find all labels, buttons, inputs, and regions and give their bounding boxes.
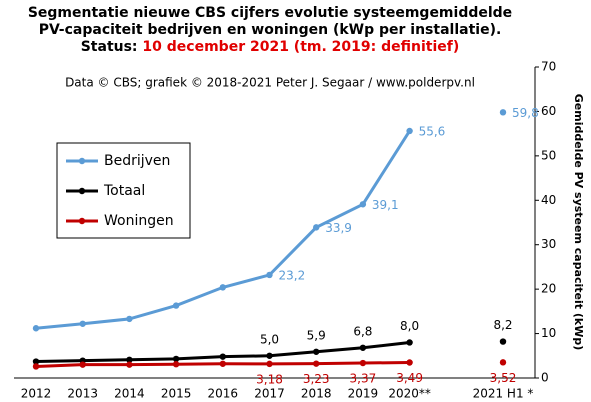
data-label: 59,8 xyxy=(512,106,539,120)
x-tick-label: 2020** xyxy=(388,387,431,401)
data-label: 3,37 xyxy=(350,372,377,386)
data-label: 33,9 xyxy=(325,221,352,235)
data-point xyxy=(32,363,40,370)
x-tick-label: 2012 xyxy=(21,387,52,401)
data-point xyxy=(126,315,133,323)
y-tick-label: 10 xyxy=(541,326,556,340)
data-point xyxy=(32,358,40,365)
data-point xyxy=(406,127,413,135)
y-tick-label: 20 xyxy=(541,282,556,296)
data-point xyxy=(79,320,86,327)
status-line: Status: 10 december 2021 (tm. 2019: defi… xyxy=(81,39,460,55)
data-point xyxy=(266,352,273,359)
data-point xyxy=(32,325,40,332)
data-point xyxy=(406,339,413,346)
data-point xyxy=(172,361,180,368)
data-label: 3,52 xyxy=(490,371,517,385)
y-tick-label: 40 xyxy=(541,193,556,207)
legend-label: Totaal xyxy=(103,183,145,199)
y-tick-label: 50 xyxy=(541,148,556,162)
y-tick-label: 70 xyxy=(541,60,556,74)
data-point xyxy=(359,344,367,351)
data-point xyxy=(219,284,226,291)
data-point xyxy=(359,201,367,208)
data-point xyxy=(172,355,180,363)
data-point xyxy=(499,109,507,116)
data-point xyxy=(499,338,507,345)
x-tick-label: 2018 xyxy=(301,387,332,401)
data-label: 23,2 xyxy=(279,268,306,282)
y-tick-label: 60 xyxy=(541,104,556,118)
x-tick-label: 2021 H1 * xyxy=(473,387,534,401)
x-tick-label: 2013 xyxy=(67,387,98,401)
status-label: Status: xyxy=(81,39,138,55)
data-point xyxy=(313,224,320,231)
y-tick-label: 0 xyxy=(541,371,549,385)
data-point xyxy=(313,348,320,355)
data-point xyxy=(172,302,180,309)
data-label: 3,23 xyxy=(303,372,330,386)
x-tick-label: 2016 xyxy=(208,387,239,401)
data-label: 8,2 xyxy=(493,318,512,332)
chart-title: PV-capaciteit bedrijven en woningen (kWp… xyxy=(39,22,502,38)
data-label: 8,0 xyxy=(400,319,419,333)
data-point xyxy=(79,361,86,368)
x-tick-label: 2017 xyxy=(254,387,285,401)
legend-marker xyxy=(78,157,86,165)
x-tick-label: 2014 xyxy=(114,387,145,401)
legend-label: Bedrijven xyxy=(104,153,170,169)
data-point xyxy=(266,360,273,368)
legend-marker xyxy=(78,187,86,195)
data-point xyxy=(359,359,367,367)
legend-marker xyxy=(78,217,86,225)
x-tick-label: 2015 xyxy=(161,387,192,401)
data-point xyxy=(219,353,226,360)
data-point xyxy=(266,271,273,279)
y-axis-label: Gemiddelde PV systeem capaciteit (kWp) xyxy=(572,94,585,351)
data-point xyxy=(313,360,320,367)
data-label: 3,18 xyxy=(256,372,283,386)
data-point xyxy=(126,361,133,368)
data-point xyxy=(499,359,507,366)
data-label: 5,0 xyxy=(260,332,279,346)
data-label: 6,8 xyxy=(353,324,372,338)
y-tick-label: 30 xyxy=(541,237,556,251)
data-point xyxy=(406,359,413,366)
data-label: 55,6 xyxy=(419,124,446,138)
status: 10 december 2021 (tm. 2019: definitief) xyxy=(142,39,459,55)
chart-title: Segmentatie nieuwe CBS cijfers evolutie … xyxy=(28,5,512,21)
legend: Bedrijven Totaal Woningen xyxy=(56,142,191,239)
legend-label: Woningen xyxy=(104,213,174,229)
data-point xyxy=(219,360,226,367)
data-label: 5,9 xyxy=(307,328,326,342)
subtitle: Data © CBS; grafiek © 2018-2021 Peter J.… xyxy=(65,76,475,90)
data-label: 39,1 xyxy=(372,198,399,212)
data-point xyxy=(126,356,133,363)
x-tick-label: 2019 xyxy=(348,387,379,401)
data-label: 3,49 xyxy=(396,371,423,385)
